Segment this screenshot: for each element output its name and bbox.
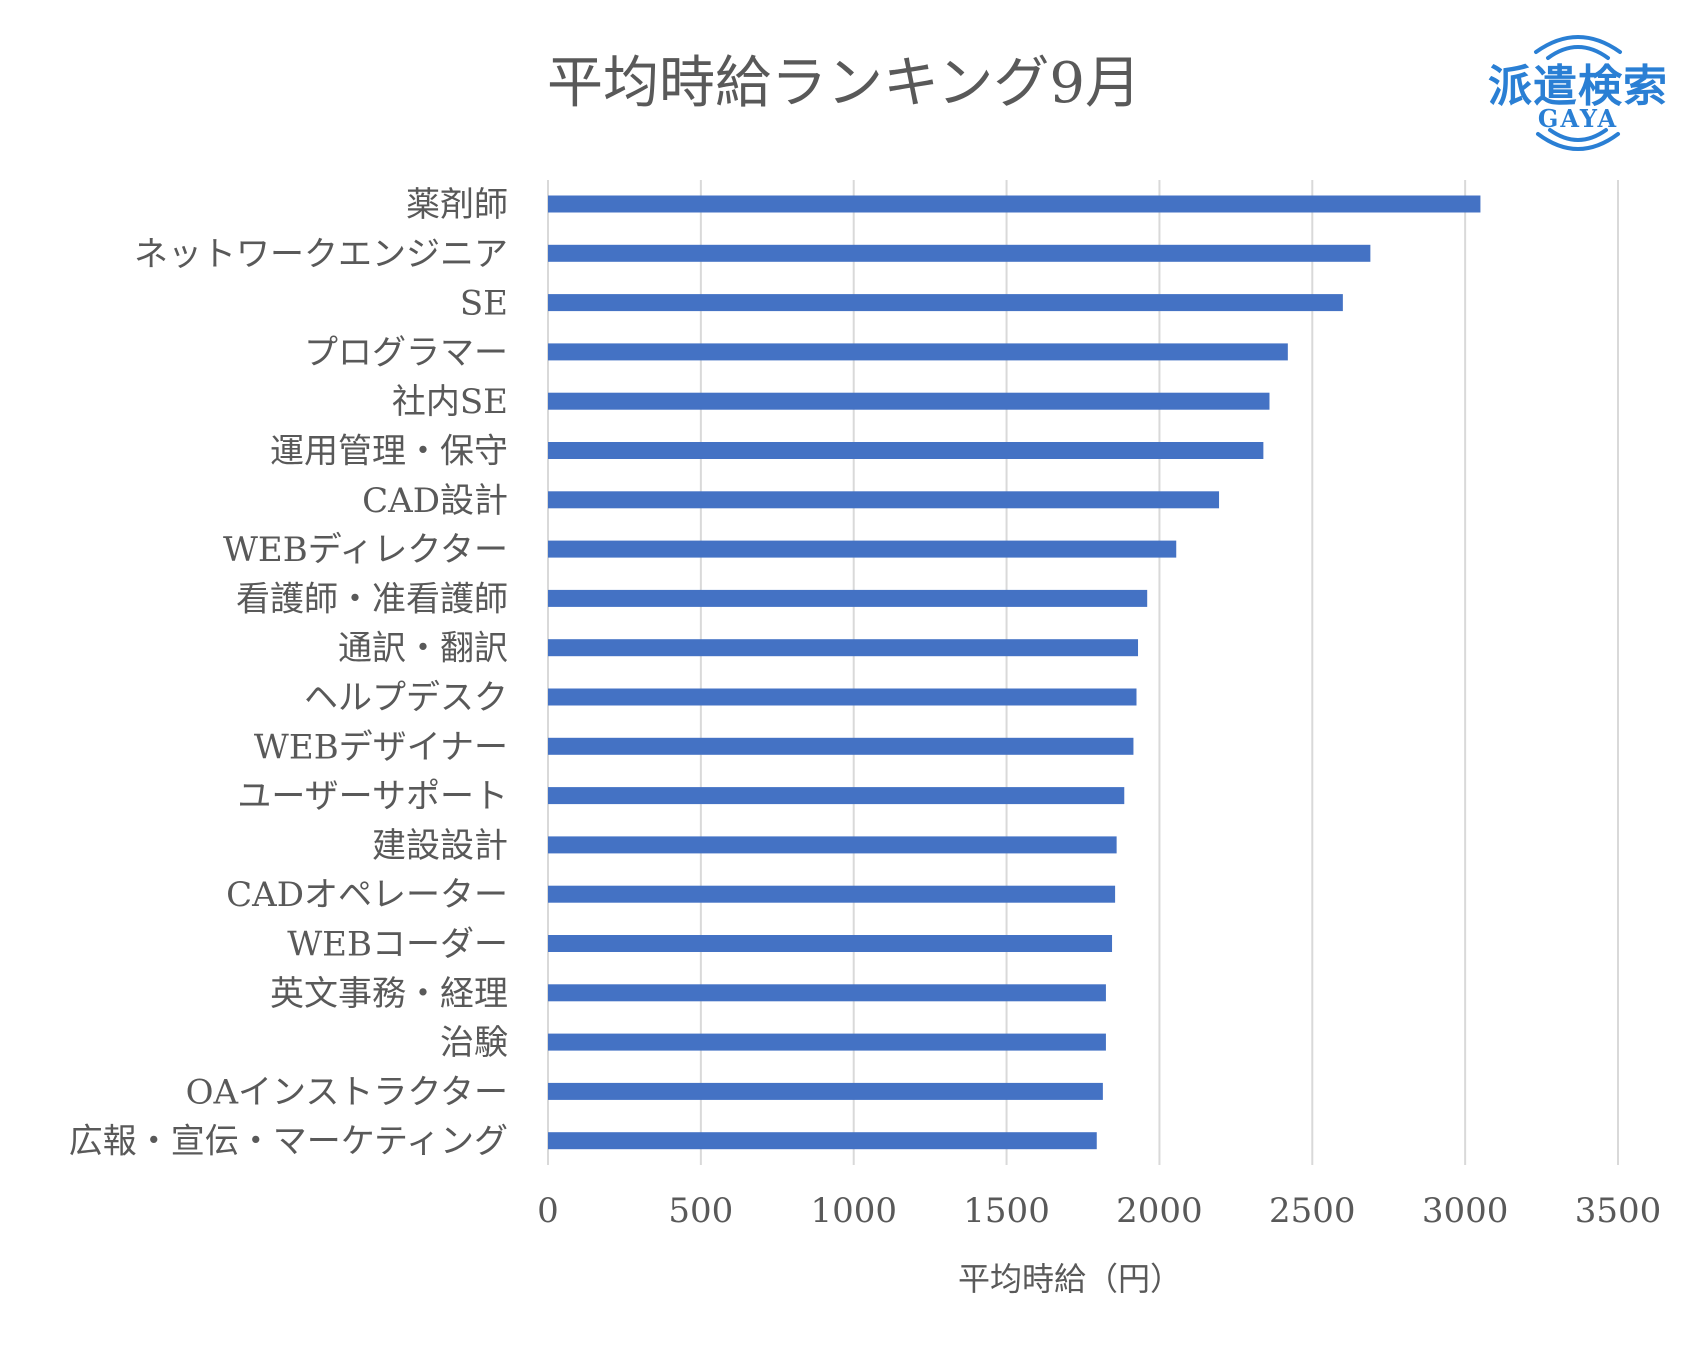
- category-label: 看護師・准看護師: [236, 579, 508, 619]
- category-label: 建設設計: [372, 826, 508, 866]
- bar: [548, 195, 1481, 213]
- bar: [548, 935, 1113, 952]
- category-label: 運用管理・保守: [270, 432, 508, 472]
- x-tick-label: 3500: [1575, 1191, 1662, 1231]
- category-label: 治験: [440, 1023, 508, 1063]
- bar: [548, 491, 1220, 509]
- category-label: CAD設計: [362, 481, 508, 521]
- logo-sub-text: GAYA: [1537, 104, 1619, 133]
- chart-title: 平均時給ランキング9月: [547, 51, 1141, 116]
- bar: [548, 984, 1106, 1002]
- category-label: ネットワークエンジニア: [134, 234, 508, 274]
- category-label: ユーザーサポート: [237, 777, 508, 817]
- bar: [548, 836, 1117, 854]
- category-label: WEBディレクター: [223, 530, 508, 570]
- category-label: CADオペレーター: [226, 875, 508, 915]
- category-label: プログラマー: [304, 333, 508, 373]
- bar: [548, 589, 1148, 607]
- bar: [548, 442, 1264, 459]
- bars: [548, 195, 1481, 1150]
- logo-main-text: 派遣検索: [1488, 61, 1668, 112]
- x-tick-label: 500: [668, 1191, 733, 1231]
- x-axis-label: 平均時給（円）: [958, 1260, 1182, 1298]
- category-label: 通訳・翻訳: [338, 629, 508, 669]
- bar: [548, 1082, 1103, 1100]
- logo-arcs-icon: [1534, 35, 1622, 151]
- x-tick-label: 3000: [1422, 1191, 1509, 1231]
- gridlines: [547, 180, 1619, 1165]
- x-tick-label: 0: [537, 1191, 559, 1231]
- bar: [548, 343, 1288, 361]
- x-tick-labels: 0 500 1000 1500 2000 2500 3000 3500: [537, 1191, 1661, 1231]
- bar: [548, 392, 1270, 410]
- category-label: 広報・宣伝・マーケティング: [69, 1122, 508, 1162]
- gaya-logo: 派遣検索 GAYA: [1478, 22, 1678, 162]
- bar: [548, 737, 1134, 755]
- x-tick-label: 2000: [1116, 1191, 1203, 1231]
- x-tick-label: 1000: [810, 1191, 897, 1231]
- category-label: OAインストラクター: [186, 1072, 508, 1112]
- bar: [548, 885, 1116, 903]
- bar: [548, 787, 1125, 805]
- bar: [548, 294, 1343, 312]
- category-label: 薬剤師: [406, 185, 508, 225]
- bar: [548, 688, 1137, 706]
- bar: [548, 1132, 1097, 1150]
- bar: [548, 540, 1177, 558]
- category-label: WEBコーダー: [287, 925, 508, 965]
- bar: [548, 639, 1139, 657]
- bar: [548, 1033, 1106, 1051]
- category-label: 英文事務・経理: [270, 974, 508, 1014]
- category-label: SE: [460, 284, 508, 324]
- category-label: 社内SE: [392, 382, 508, 422]
- x-tick-label: 1500: [963, 1191, 1050, 1231]
- category-label: WEBデザイナー: [254, 727, 508, 767]
- x-tick-label: 2500: [1269, 1191, 1356, 1231]
- bar: [548, 244, 1371, 262]
- category-label: ヘルプデスク: [304, 678, 508, 718]
